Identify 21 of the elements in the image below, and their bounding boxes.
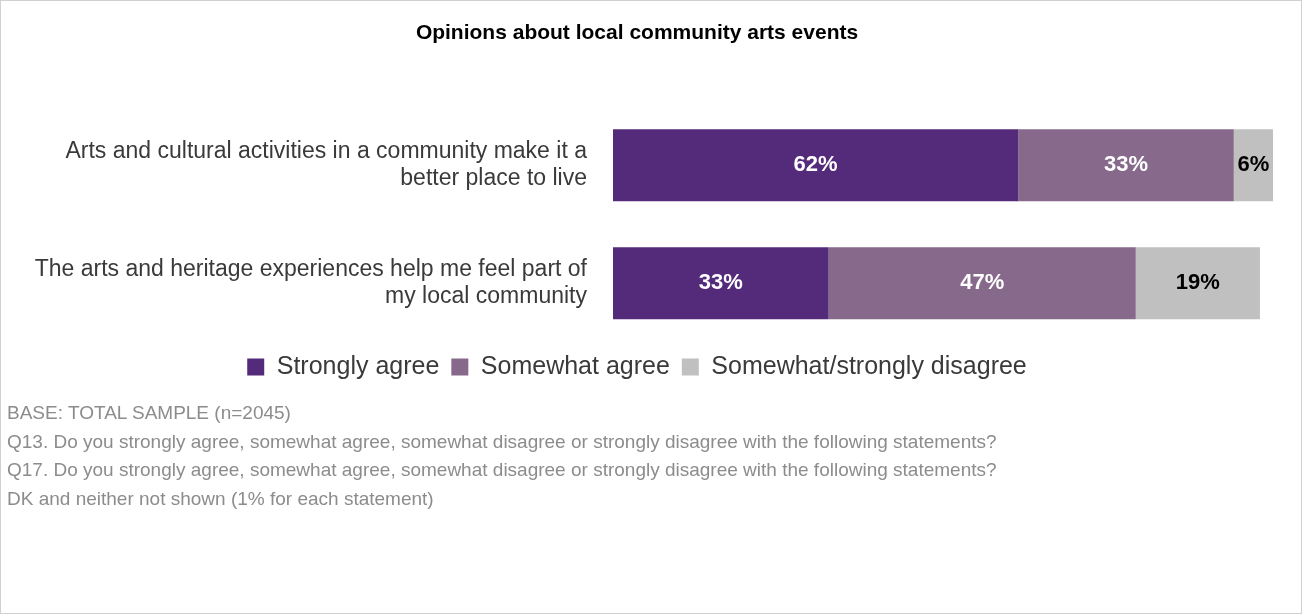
bar — [613, 247, 829, 320]
data-label: 6% — [1237, 151, 1270, 177]
data-label: 62% — [793, 151, 838, 177]
chart-title: Opinions about local community arts events — [415, 20, 859, 44]
y-tick-label: Arts and cultural activities in a community make it a better place to live — [65, 136, 588, 191]
data-label: 33% — [698, 269, 743, 295]
bar — [613, 129, 1019, 202]
text: Q13. Do you strongly agree, somewhat agree, somewhat disagree or strongly disagree with the following statements? — [7, 429, 998, 454]
text: BASE: TOTAL SAMPLE (n=2045) — [7, 401, 292, 425]
bar — [1018, 129, 1234, 202]
legend-label: Somewhat/strongly disagree — [711, 350, 1027, 379]
data-label: 47% — [960, 269, 1005, 295]
legend-label: Strongly agree — [276, 350, 440, 379]
data-label: 33% — [1103, 151, 1148, 177]
text: DK and neither not shown (1% for each statement) — [7, 486, 435, 511]
legend-label: Somewhat agree — [480, 350, 670, 379]
bar — [1135, 247, 1260, 320]
data-label: 19% — [1175, 269, 1220, 295]
text: Q17. Do you strongly agree, somewhat agree, somewhat disagree or strongly disagree with the following statements? — [7, 458, 998, 482]
bar — [828, 247, 1136, 320]
y-tick-label: The arts and heritage experiences help me feel part of my local community — [34, 254, 588, 309]
